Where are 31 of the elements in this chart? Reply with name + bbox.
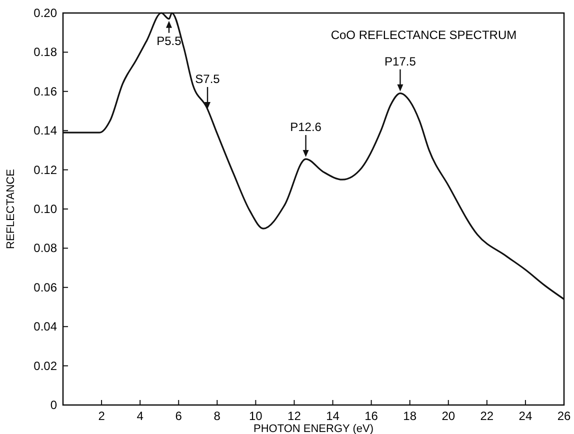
y-tick-label: 0.04 — [34, 320, 58, 334]
y-tick-label: 0 — [50, 398, 58, 412]
x-axis-title: PHOTON ENERGY (eV) — [253, 423, 374, 434]
text: CoO REFLECTANCE SPECTRUM — [330, 28, 517, 42]
x-tick-label: 6 — [175, 409, 182, 423]
y-tick-label: 0.02 — [34, 358, 58, 373]
y-tick-label: 0.20 — [34, 6, 58, 20]
x-tick-label: 10 — [249, 409, 263, 423]
x-tick-label: 4 — [136, 409, 144, 423]
y-tick-label: 0.12 — [34, 162, 58, 177]
y-tick-label: 0.14 — [34, 124, 58, 138]
y-tick-label: 0.08 — [34, 241, 58, 256]
y-tick-label: 0.06 — [34, 280, 58, 294]
y-tick-label: 0.10 — [34, 202, 58, 216]
x-tick-label: 8 — [214, 409, 221, 423]
y-tick-label: 0.18 — [34, 45, 58, 60]
y-axis-title: REFLECTANCE — [5, 169, 17, 249]
annotation: P5.5 — [156, 34, 182, 48]
x-tick-label: 20 — [442, 409, 456, 423]
y-tick-label: 0.16 — [34, 84, 58, 98]
x-tick-label: 16 — [364, 409, 378, 423]
annotation: P12.6 — [290, 120, 322, 134]
x-tick-label: 24 — [518, 409, 532, 423]
annotation: S7.5 — [195, 72, 220, 86]
x-tick-label: 22 — [480, 409, 494, 423]
x-tick-label: 2 — [98, 409, 106, 423]
x-tick-label: 12 — [288, 409, 302, 423]
x-tick-label: 26 — [557, 409, 571, 423]
x-tick-label: 14 — [326, 409, 340, 423]
x-tick-label: 18 — [403, 409, 417, 423]
annotation: P17.5 — [384, 54, 416, 68]
